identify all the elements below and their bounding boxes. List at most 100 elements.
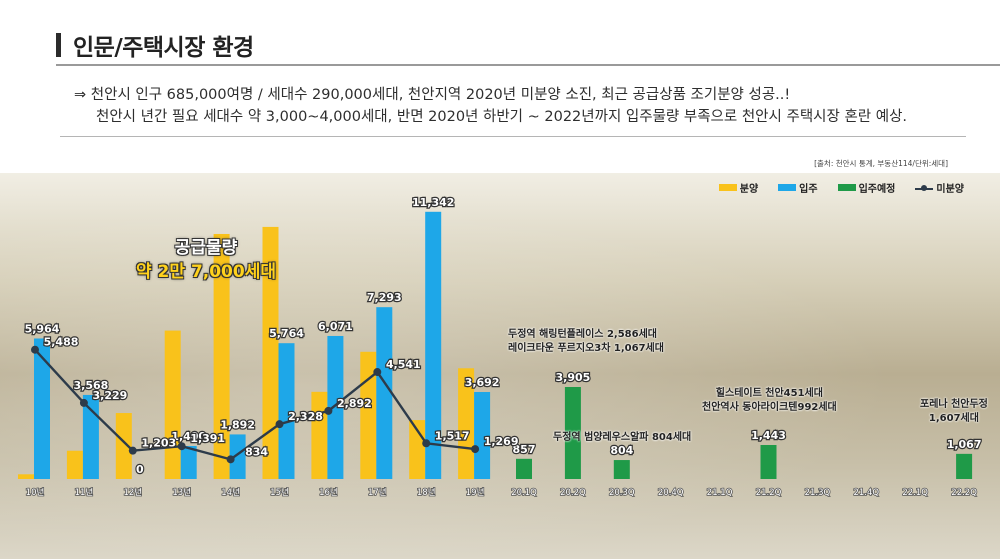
x-tick-20.3Q: 20.3Q <box>609 488 635 498</box>
annotation-21-2q: 힐스테이트 천안451세대 천안역사 동아라이크텐992세대 <box>702 387 837 415</box>
label-unsold-12년: 1,203 <box>141 437 176 450</box>
x-tick-21.2Q: 21.2Q <box>756 488 782 498</box>
label-unsold-11년: 3,229 <box>93 389 128 402</box>
label-unsold-15년: 2,328 <box>288 410 323 423</box>
unsold-point-18년 <box>422 439 431 448</box>
x-tick-20.1Q: 20.1Q <box>511 488 537 498</box>
chart-unsold-line <box>31 345 480 464</box>
x-tick-11년: 11년 <box>75 487 94 498</box>
legend-item-unsold: 미분양 <box>915 180 964 195</box>
x-tick-22.2Q: 22.2Q <box>951 488 977 498</box>
x-tick-21.3Q: 21.3Q <box>805 488 831 498</box>
x-tick-13년: 13년 <box>172 487 191 498</box>
bar-presale-13년 <box>164 330 181 479</box>
legend-swatch-scheduled <box>837 184 856 191</box>
bar-scheduled-22.2Q <box>956 453 973 479</box>
x-tick-19년: 19년 <box>466 487 485 498</box>
x-tick-15년: 15년 <box>270 487 289 498</box>
label-movein-12년: 0 <box>136 463 144 476</box>
source-note: [출처: 천안시 통계, 부동산114/단위:세대] <box>814 159 948 168</box>
label-scheduled-22.2Q: 1,067 <box>947 438 982 451</box>
annotation-21-2q-line-2: 천안역사 동아라이크텐992세대 <box>702 402 837 413</box>
annotation-22-2q-line-1: 포레나 천안두정 <box>920 399 988 410</box>
annotation-20-2q: 두정역 해링턴플레이스 2,586세대 레이크타운 푸르지오3차 1,067세대 <box>508 328 664 356</box>
annotation-20-2q-line-1: 두정역 해링턴플레이스 2,586세대 <box>508 329 657 340</box>
x-tick-20.2Q: 20.2Q <box>560 488 586 498</box>
x-tick-12년: 12년 <box>123 487 142 498</box>
bar-presale-16년 <box>311 391 328 479</box>
bar-movein-16년 <box>327 335 344 479</box>
label-movein-16년: 6,071 <box>318 320 353 333</box>
label-movein-11년: 3,568 <box>74 379 109 392</box>
chart-x-axis: 10년 11년 12년 13년 14년 15년 16년 17년 18년 19년 20.1Q 20.2Q… <box>25 486 978 499</box>
supply-callout-line-2: 약 2만 7,000세대 <box>136 262 276 282</box>
bar-scheduled-20.1Q <box>516 458 532 479</box>
supply-callout-line-1: 공급물량 <box>174 238 238 258</box>
label-unsold-17년: 4,541 <box>386 358 421 371</box>
label-unsold-10년: 5,488 <box>44 336 79 349</box>
annotation-21-2q-line-1: 힐스테이트 천안451세대 <box>715 388 823 399</box>
label-scheduled-20.1Q: 857 <box>513 443 536 456</box>
label-unsold-19년: 1,269 <box>484 435 519 448</box>
legend-label-unsold: 미분양 <box>936 184 964 195</box>
legend-item-movein: 입주 <box>778 180 818 195</box>
unsold-point-12년 <box>128 446 137 455</box>
label-scheduled-21.2Q: 1,443 <box>751 429 786 442</box>
label-scheduled-20.3Q: 804 <box>610 444 633 457</box>
label-movein-17년: 7,293 <box>367 291 402 304</box>
chart-bars <box>18 211 973 480</box>
annotation-22-2q: 포레나 천안두정 1,607세대 <box>920 398 988 426</box>
unsold-point-11년 <box>79 398 88 407</box>
unsold-point-14년 <box>226 455 235 464</box>
chart-legend: 분양 입주 입주예정 미분양 <box>718 180 964 195</box>
bar-movein-11년 <box>82 394 99 479</box>
label-scheduled-20.2Q: 3,905 <box>556 371 591 384</box>
legend-swatch-presale <box>718 184 737 191</box>
unsold-point-13년 <box>177 442 186 451</box>
legend-item-presale: 분양 <box>718 180 758 195</box>
x-tick-21.1Q: 21.1Q <box>707 488 733 498</box>
label-movein-13년: 1,400 <box>171 430 206 443</box>
x-tick-17년: 17년 <box>368 487 387 498</box>
bar-presale-10년 <box>18 474 34 479</box>
summary-line-2: 천안시 년간 필요 세대수 약 3,000~4,000세대, 반면 2020년 … <box>96 109 908 125</box>
bar-scheduled-20.3Q <box>613 460 630 479</box>
summary-line-1: ⇒ 천안시 인구 685,000여명 / 세대수 290,000세대, 천안지역… <box>74 87 791 103</box>
x-tick-14년: 14년 <box>221 487 240 498</box>
label-movein-10년: 5,964 <box>25 322 60 335</box>
label-movein-19년: 3,692 <box>465 376 500 389</box>
bar-presale-14년 <box>213 233 230 479</box>
x-tick-22.1Q: 22.1Q <box>902 488 928 498</box>
x-tick-10년: 10년 <box>26 487 45 498</box>
label-movein-15년: 5,764 <box>269 327 304 340</box>
unsold-point-10년 <box>31 345 39 354</box>
legend-swatch-movein <box>778 184 797 191</box>
legend-item-scheduled: 입주예정 <box>837 180 896 195</box>
page-title-text: 인문/주택시장 환경 <box>73 35 254 61</box>
bar-scheduled-21.2Q <box>760 445 777 479</box>
legend-label-scheduled: 입주예정 <box>858 184 896 195</box>
unsold-point-16년 <box>324 406 333 415</box>
bar-movein-18년 <box>425 211 442 480</box>
title-accent-bar <box>56 33 61 57</box>
bar-presale-19년 <box>458 368 475 479</box>
summary-text: ⇒ 천안시 인구 685,000여명 / 세대수 290,000세대, 천안지역… <box>74 84 907 128</box>
bar-presale-12년 <box>115 413 132 479</box>
label-unsold-18년: 1,517 <box>435 429 470 442</box>
bar-movein-15년 <box>278 343 295 479</box>
annotation-20-2q-line-2: 레이크타운 푸르지오3차 1,067세대 <box>508 343 664 354</box>
x-tick-21.4Q: 21.4Q <box>853 488 879 498</box>
label-movein-18년: 11,342 <box>412 196 454 209</box>
x-tick-20.4Q: 20.4Q <box>658 488 684 498</box>
x-tick-16년: 16년 <box>319 487 338 498</box>
bar-movein-13년 <box>180 446 197 479</box>
title-divider <box>56 64 1000 66</box>
bar-presale-11년 <box>66 450 83 479</box>
page-title: 인문/주택시장 환경 <box>56 28 254 62</box>
unsold-point-15년 <box>275 420 284 429</box>
x-tick-18년: 18년 <box>417 487 436 498</box>
bar-movein-14년 <box>229 434 246 479</box>
unsold-point-19년 <box>471 445 480 454</box>
unsold-line <box>34 348 476 461</box>
